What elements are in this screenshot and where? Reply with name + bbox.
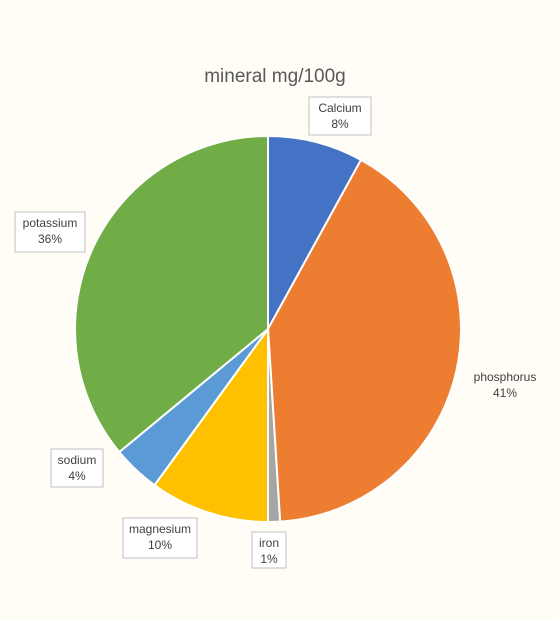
slice-label-name: magnesium xyxy=(129,522,191,536)
data-label-sodium: sodium 4% xyxy=(50,448,104,488)
data-label-iron: iron 1% xyxy=(251,531,287,569)
data-labels: Calcium 8% phosphorus 41% iron 1% magnesium 10%… xyxy=(14,96,537,569)
callout-box xyxy=(251,531,287,569)
slice-label-name: Calcium xyxy=(318,101,361,115)
slice-label-percent: 41% xyxy=(493,386,517,400)
slice-label-percent: 4% xyxy=(68,469,86,483)
slice-label-percent: 36% xyxy=(38,232,62,246)
callout-box xyxy=(308,96,372,136)
callout-box xyxy=(14,211,86,253)
pie-slice-magnesium xyxy=(153,325,269,524)
pie-slices xyxy=(74,134,462,524)
slice-label-name: phosphorus xyxy=(474,370,537,384)
data-label-phosphorus: phosphorus 41% xyxy=(474,370,537,400)
data-label-magnesium: magnesium 10% xyxy=(122,517,198,559)
slice-label-percent: 8% xyxy=(331,117,349,131)
slice-label-name: sodium xyxy=(58,453,97,467)
pie-slice-potassium xyxy=(74,134,269,454)
callout-box xyxy=(122,517,198,559)
slice-label-percent: 1% xyxy=(260,552,278,566)
data-label-potassium: potassium 36% xyxy=(14,211,86,253)
data-label-calcium: Calcium 8% xyxy=(308,96,372,136)
pie-slice-phosphorus xyxy=(266,158,462,523)
chart-title: mineral mg/100g xyxy=(204,66,346,87)
slice-label-percent: 10% xyxy=(148,538,172,552)
slice-label-name: iron xyxy=(259,536,279,550)
callout-box xyxy=(50,448,104,488)
slice-label-name: potassium xyxy=(23,216,78,230)
pie-slice-calcium xyxy=(267,134,363,330)
